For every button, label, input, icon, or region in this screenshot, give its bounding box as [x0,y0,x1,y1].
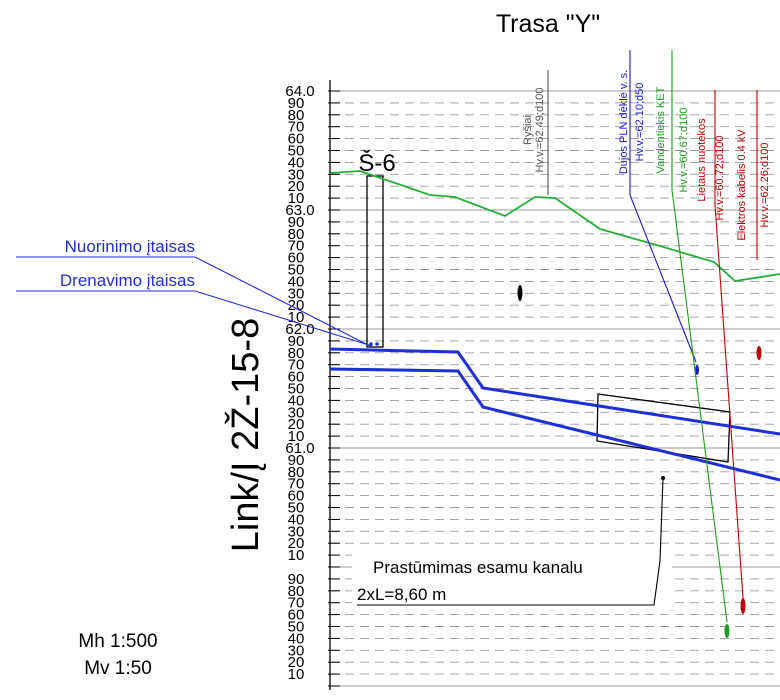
nuorinimo-label: Nuorinimo įtaisas [65,237,195,256]
callout-nuorinimo [16,256,371,347]
rysiai-name: Ryšiai [522,115,534,145]
elevation-grid [330,90,780,687]
scale-minor-label: 80 [288,226,305,243]
scale-minor-label: 70 [288,357,305,374]
scale-minor-label: 60 [288,607,305,624]
scale-minor-label: 40 [288,630,305,647]
pipe-upper [329,347,780,436]
scale-minor-label: 80 [288,107,305,124]
profile-id: Link/Į 2Ž-15-8 [224,318,267,552]
scale-minor-label: 50 [288,619,305,636]
note-background [352,553,672,612]
rysiai-level: Hv.v.=62.49;d100 [534,88,546,173]
scale-minor-label: 30 [288,642,305,659]
scale-minor-label: 40 [288,511,305,528]
scale-minor-label: 10 [288,428,305,445]
scale-minor-label: 30 [288,523,305,540]
scale-minor-label: 90 [288,571,305,588]
scale-minor-label: 70 [288,595,305,612]
scale-minor-label: 60 [288,369,305,386]
scale-minor-label: 40 [288,392,305,409]
note-leader [357,477,664,606]
scale-major-label: 63.0 [285,202,314,219]
note-anchor [661,476,665,480]
scale-minor-label: 80 [288,583,305,600]
scale-minor-label: 50 [288,143,305,160]
scale-minor-label: 20 [288,535,305,552]
vertical-scale: Mv 1:50 [84,658,152,679]
drenavimo-label: Drenavimo įtaisas [60,271,195,290]
scale-minor-label: 90 [288,333,305,350]
scale-minor-label: 30 [288,404,305,421]
well-shaft [366,175,384,348]
scale-minor-label: 70 [288,476,305,493]
ground-line [329,170,780,282]
scale-minor-label: 10 [288,190,305,207]
elektros-name: Elektros kabelis 0.4 kV [736,129,748,241]
scale-minor-label: 90 [288,452,305,469]
horizontal-scale: Mh 1:500 [78,631,157,652]
scale-minor-label: 20 [288,178,305,195]
scale-minor-label: 20 [288,654,305,671]
scale-minor-label: 80 [288,345,305,362]
elektros-level: Hv.v.=62.26;d100 [759,143,771,228]
scale-minor-label: 70 [288,119,305,136]
callout-drenavimo [16,290,373,347]
scale-minor-label: 60 [288,250,305,267]
lietaus-name: Lietaus nuotekos [696,118,708,202]
scale-major-label: 62.0 [285,321,314,338]
dujos-level: Hv.v.=62.10;d50 [634,83,646,162]
scale-minor-label: 50 [288,262,305,279]
scale-minor-label: 10 [288,547,305,564]
scale-minor-label: 90 [288,95,305,112]
crossing-rysiai [517,70,549,301]
crossing-elektros [756,90,762,360]
scale-minor-label: 80 [288,464,305,481]
scale-minor-label: 50 [288,500,305,517]
scale-minor-label: 90 [288,214,305,231]
scale-minor-label: 40 [288,273,305,290]
scale-minor-label: 20 [288,416,305,433]
scale-minor-label: 10 [288,666,305,683]
scale-minor-label: 30 [288,166,305,183]
scale-major-label: 61.0 [285,440,314,457]
scale-minor-label: 60 [288,131,305,148]
scale-minor-label: 60 [288,488,305,505]
scale-minor-label: 10 [288,309,305,326]
scale-major-label: 64.0 [285,83,314,100]
scale-minor-label: 50 [288,381,305,398]
vandentiekis-level: Hv.v.=60.67;d100 [678,108,690,193]
note-line-2: 2xL=8,60 m [357,585,446,604]
scale-minor-label: 40 [288,154,305,171]
scale-labels: 64.090807060504030201063.090807060504030… [285,83,340,687]
well-point-2 [375,342,379,346]
vandentiekis-name: Vandentiekis KET [655,86,667,173]
sleeve-outline [596,393,731,463]
crossing-vandentiekis [671,50,730,638]
crossing-dujos [629,50,699,375]
pipe-lower [329,367,780,482]
scale-minor-label: 70 [288,238,305,255]
lietaus-level: Hv.v.=60.72;d100 [714,136,726,221]
note-line-1: Prastūmimas esamu kanalu [373,558,583,577]
scale-minor-label: 30 [288,285,305,302]
title: Trasa "Y" [496,10,600,38]
dujos-name: Dujos PLN dėklė v. s. [618,70,630,174]
crossing-lietaus [714,90,746,614]
